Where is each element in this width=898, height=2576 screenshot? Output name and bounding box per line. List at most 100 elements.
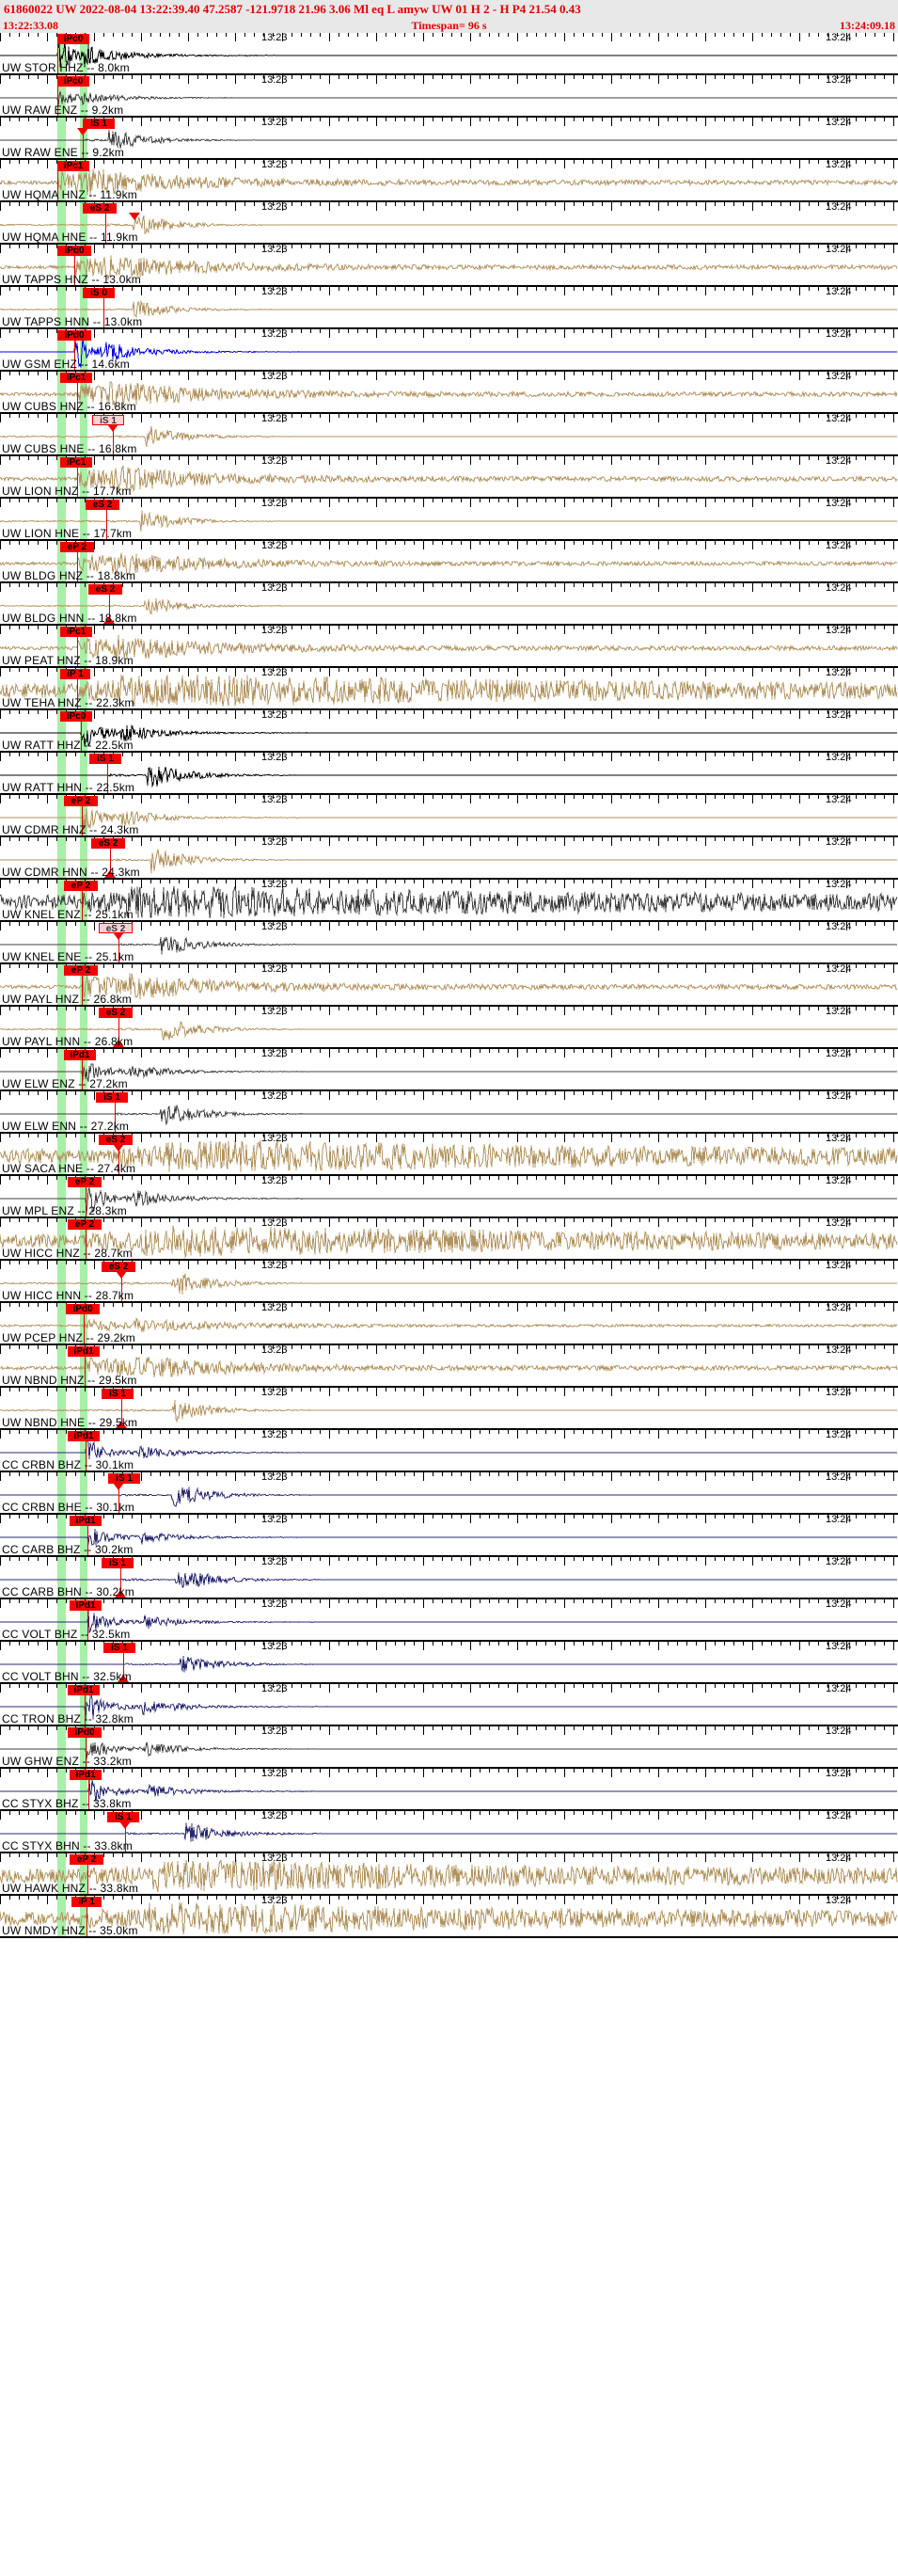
trace-row[interactable]: 13:23 13:24 iPc0 UW RATT HHZ -- 22.5km: [0, 710, 898, 753]
trace-row[interactable]: 13:23 13:24 iPc0 UW RAW ENZ -- 9.2km: [0, 75, 898, 118]
pick-label[interactable]: iPd1: [70, 1600, 102, 1611]
pick-label[interactable]: eS 2: [86, 500, 119, 510]
pick-label[interactable]: eS 2: [99, 1135, 133, 1145]
trace-row[interactable]: 13:23 13:24 iS 1 UW CUBS HNE -- 16.8km: [0, 414, 898, 456]
trace-row[interactable]: 13:23 13:24 iPc0 UW STOR HHZ -- 8.0km: [0, 33, 898, 75]
pick-label[interactable]: eP 2: [60, 542, 94, 552]
pick-label[interactable]: iPd1: [70, 1770, 102, 1780]
trace-row[interactable]: 13:23 13:24 iS 1 CC STYX BHN -- 33.8km: [0, 1811, 898, 1853]
pick-label[interactable]: iS 1: [107, 1812, 139, 1822]
trace-row[interactable]: 13:23 13:24 iPd0 UW GSM EHZ -- 14.6km: [0, 329, 898, 372]
pick-label[interactable]: eS 2: [83, 203, 117, 214]
pick-label[interactable]: iPc1: [57, 161, 89, 171]
pick-label[interactable]: iPd1: [68, 1685, 100, 1695]
pick-label[interactable]: iPc0: [57, 76, 89, 87]
pick-label[interactable]: iS 1: [89, 754, 121, 764]
trace-row[interactable]: 13:23 13:24 eP 2 UW HICC HNZ -- 28.7km: [0, 1218, 898, 1261]
trace-row[interactable]: 13:23 13:24 iPd1 CC VOLT BHZ -- 32.5km: [0, 1599, 898, 1642]
pick-label[interactable]: eS 2: [88, 584, 122, 595]
predicted-s-band: [80, 753, 87, 793]
trace-row[interactable]: 13:23 13:24 iS 1 UW RAW ENE -- 9.2km: [0, 118, 898, 160]
pick-label[interactable]: iPc0: [57, 34, 89, 44]
pick-label[interactable]: eP 2: [70, 1854, 103, 1865]
trace-row[interactable]: 13:23 13:24 iS 1 CC VOLT BHN -- 32.5km: [0, 1642, 898, 1684]
pick-label[interactable]: iPd1: [68, 1346, 100, 1357]
trace-row[interactable]: 13:23 13:24 eP 2 UW KNEL ENZ -- 25.1km: [0, 880, 898, 922]
trace-row[interactable]: 13:23 13:24 iPd1 CC STYX BHZ -- 33.8km: [0, 1769, 898, 1811]
pick-label[interactable]: eP 2: [64, 965, 98, 976]
time-tick-label: 13:24: [826, 1345, 852, 1356]
trace-row[interactable]: 13:23 13:24 eS 2 UW CDMR HNN -- 24.3km: [0, 837, 898, 880]
time-axis-ticks: [0, 33, 898, 42]
pick-label[interactable]: iPd0: [66, 1304, 100, 1314]
trace-row[interactable]: 13:23 13:24 eS 2 UW KNEL ENE -- 25.1km: [0, 922, 898, 964]
pick-label[interactable]: iPd1: [64, 1050, 96, 1060]
trace-row[interactable]: 13:23 13:24 iPc1 UW PEAT HNZ -- 18.9km: [0, 626, 898, 668]
trace-row[interactable]: 13:23 13:24 iS 1 UW ELW ENN -- 27.2km: [0, 1091, 898, 1134]
trace-row[interactable]: 13:23 13:24 eS 2 UW PAYL HNN -- 26.8km: [0, 1007, 898, 1049]
trace-row[interactable]: 13:23 13:24 iS 0 UW TAPPS HNN -- 13.0km: [0, 287, 898, 329]
trace-row[interactable]: 13:23 13:24 iS 1 UW RATT HHN -- 22.5km: [0, 753, 898, 795]
trace-row[interactable]: 13:23 13:24 iPd1 CC CARB BHZ -- 30.2km: [0, 1515, 898, 1557]
pick-line: [82, 1051, 83, 1089]
predicted-p-band: [57, 837, 66, 878]
trace-row[interactable]: 13:23 13:24 iPd1 CC CRBN BHZ -- 30.1km: [0, 1430, 898, 1472]
time-tick-label: 13:23: [261, 753, 288, 763]
trace-row[interactable]: 13:23 13:24 eP 2 UW MPL ENZ -- 28.3km: [0, 1176, 898, 1218]
trace-row[interactable]: 13:23 13:24 eP 2 UW BLDG HNZ -- 18.8km: [0, 541, 898, 583]
trace-row[interactable]: 13:23 13:24 eS 2 UW HQMA HNE -- 11.9km: [0, 202, 898, 245]
pick-label[interactable]: iPd0: [57, 246, 91, 256]
time-tick-label: 13:23: [261, 880, 288, 890]
trace-row[interactable]: 13:23 13:24 iPd0 UW TAPPS HNZ -- 13.0km: [0, 245, 898, 287]
pick-label[interactable]: eP 2: [64, 881, 98, 891]
trace-row[interactable]: 13:23 13:24 iPd1 CC TRON BHZ -- 32.8km: [0, 1684, 898, 1726]
pick-label[interactable]: iS 1: [102, 1558, 134, 1568]
pick-label[interactable]: eP 2: [68, 1177, 102, 1187]
trace-row[interactable]: 13:23 13:24 iPd1 UW ELW ENZ -- 27.2km: [0, 1049, 898, 1091]
trace-row[interactable]: 13:23 13:24 iS 1 CC CRBN BHE -- 30.1km: [0, 1472, 898, 1515]
pick-label[interactable]: iPd1: [68, 1431, 100, 1441]
trace-row[interactable]: 13:23 13:24 iPd1 UW NBND HNZ -- 29.5km: [0, 1345, 898, 1388]
pick-label[interactable]: iPd0: [68, 1727, 102, 1738]
trace-row[interactable]: 13:23 13:24 eP 2 UW CDMR HNZ -- 24.3km: [0, 795, 898, 837]
trace-row[interactable]: 13:23 13:24 iS 1 UW NBND HNE -- 29.5km: [0, 1388, 898, 1430]
trace-row[interactable]: 13:23 13:24 iPc1 UW HQMA HNZ -- 11.9km: [0, 160, 898, 202]
pick-label[interactable]: eS 2: [91, 838, 125, 849]
pick-label[interactable]: eS 2: [99, 1008, 133, 1018]
pick-label[interactable]: iPc1: [60, 457, 92, 468]
trace-row[interactable]: 13:23 13:24 iP 1 UW NMDY HNZ -- 35.0km: [0, 1896, 898, 1938]
pick-label[interactable]: iP 1: [60, 669, 90, 679]
pick-line: [74, 331, 75, 370]
pick-label[interactable]: iPd1: [70, 1516, 102, 1526]
station-channel-label: UW KNEL ENZ -- 25.1km: [2, 908, 134, 921]
pick-label[interactable]: iS 0: [83, 288, 115, 298]
trace-row[interactable]: 13:23 13:24 iPd0 UW GHW ENZ -- 33.2km: [0, 1726, 898, 1769]
trace-row[interactable]: 13:23 13:24 iPc1 UW CUBS HNZ -- 16.8km: [0, 372, 898, 414]
trace-row[interactable]: 13:23 13:24 eS 2 UW HICC HNN -- 28.7km: [0, 1261, 898, 1303]
pick-label[interactable]: iPc1: [60, 373, 92, 383]
trace-row[interactable]: 13:23 13:24 eS 2 UW BLDG HNN -- 18.8km: [0, 583, 898, 626]
pick-label[interactable]: iP 1: [71, 1897, 102, 1907]
pick-label[interactable]: iS 1: [96, 1092, 128, 1103]
pick-label[interactable]: eS 2: [102, 1262, 135, 1272]
trace-row[interactable]: 13:23 13:24 iS 1 CC CARB BHN -- 30.2km: [0, 1557, 898, 1599]
trace-row[interactable]: 13:23 13:24 iPc1 UW LION HNZ -- 17.7km: [0, 456, 898, 499]
trace-row[interactable]: 13:23 13:24 eS 2 UW LION HNE -- 17.7km: [0, 499, 898, 541]
trace-row[interactable]: 13:23 13:24 eP 2 UW PAYL HNZ -- 26.8km: [0, 964, 898, 1007]
pick-label[interactable]: iPc1: [60, 627, 92, 637]
trace-row[interactable]: 13:23 13:24 iP 1 UW TEHA HNZ -- 22.3km: [0, 668, 898, 710]
pick-label[interactable]: iS 1: [83, 119, 115, 129]
trace-row[interactable]: 13:23 13:24 eS 2 UW SACA HNE -- 27.4km: [0, 1134, 898, 1176]
pick-label[interactable]: eP 2: [68, 1219, 102, 1230]
pick-label[interactable]: iS 1: [108, 1473, 140, 1484]
trace-row[interactable]: 13:23 13:24 eP 2 UW HAWK HNZ -- 33.8km: [0, 1853, 898, 1896]
trace-row[interactable]: 13:23 13:24 iPd0 UW PCEP HNZ -- 29.2km: [0, 1303, 898, 1345]
pick-label[interactable]: iPc0: [60, 711, 92, 722]
pick-label[interactable]: eP 2: [64, 796, 98, 806]
time-tick-label: 13:23: [261, 626, 288, 636]
pick-label[interactable]: iPd0: [57, 330, 91, 341]
predicted-p-band: [57, 372, 66, 412]
pick-label[interactable]: iS 1: [103, 1643, 135, 1653]
pick-label[interactable]: iS 1: [102, 1389, 134, 1399]
pick-line: [81, 712, 82, 751]
